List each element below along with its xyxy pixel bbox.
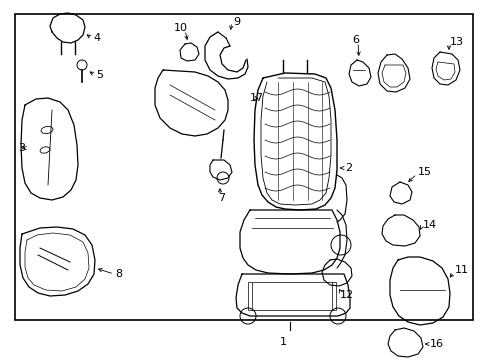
Text: 2: 2	[345, 163, 351, 173]
Text: 1: 1	[279, 337, 286, 347]
Text: 6: 6	[351, 35, 358, 45]
Text: 3: 3	[18, 143, 25, 153]
Text: 13: 13	[449, 37, 463, 47]
Text: 10: 10	[174, 23, 187, 33]
Text: 5: 5	[96, 70, 103, 80]
Text: 16: 16	[429, 339, 443, 349]
Text: 8: 8	[115, 269, 122, 279]
Text: 14: 14	[422, 220, 436, 230]
Text: 9: 9	[232, 17, 240, 27]
Bar	[15, 14, 472, 320]
Text: 15: 15	[417, 167, 431, 177]
Bar	[247, 282, 335, 310]
Text: 17: 17	[249, 93, 264, 103]
Text: 4: 4	[93, 33, 100, 43]
Text: 7: 7	[218, 193, 224, 203]
Text: 11: 11	[454, 265, 468, 275]
Text: 12: 12	[339, 290, 353, 300]
